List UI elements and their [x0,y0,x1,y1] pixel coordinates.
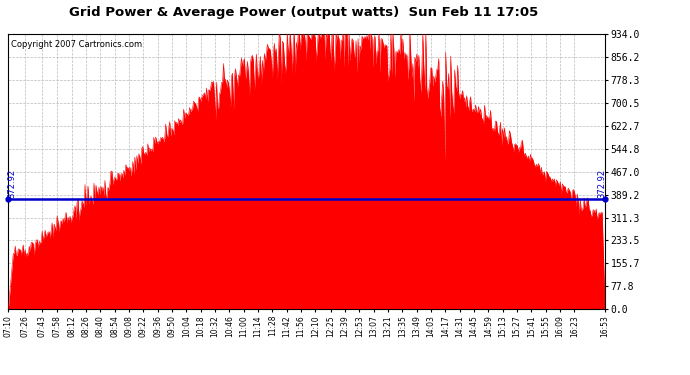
Text: 372.92: 372.92 [7,169,16,198]
Text: 372.92: 372.92 [598,169,607,198]
Text: Grid Power & Average Power (output watts)  Sun Feb 11 17:05: Grid Power & Average Power (output watts… [69,6,538,19]
Text: Copyright 2007 Cartronics.com: Copyright 2007 Cartronics.com [10,40,141,49]
